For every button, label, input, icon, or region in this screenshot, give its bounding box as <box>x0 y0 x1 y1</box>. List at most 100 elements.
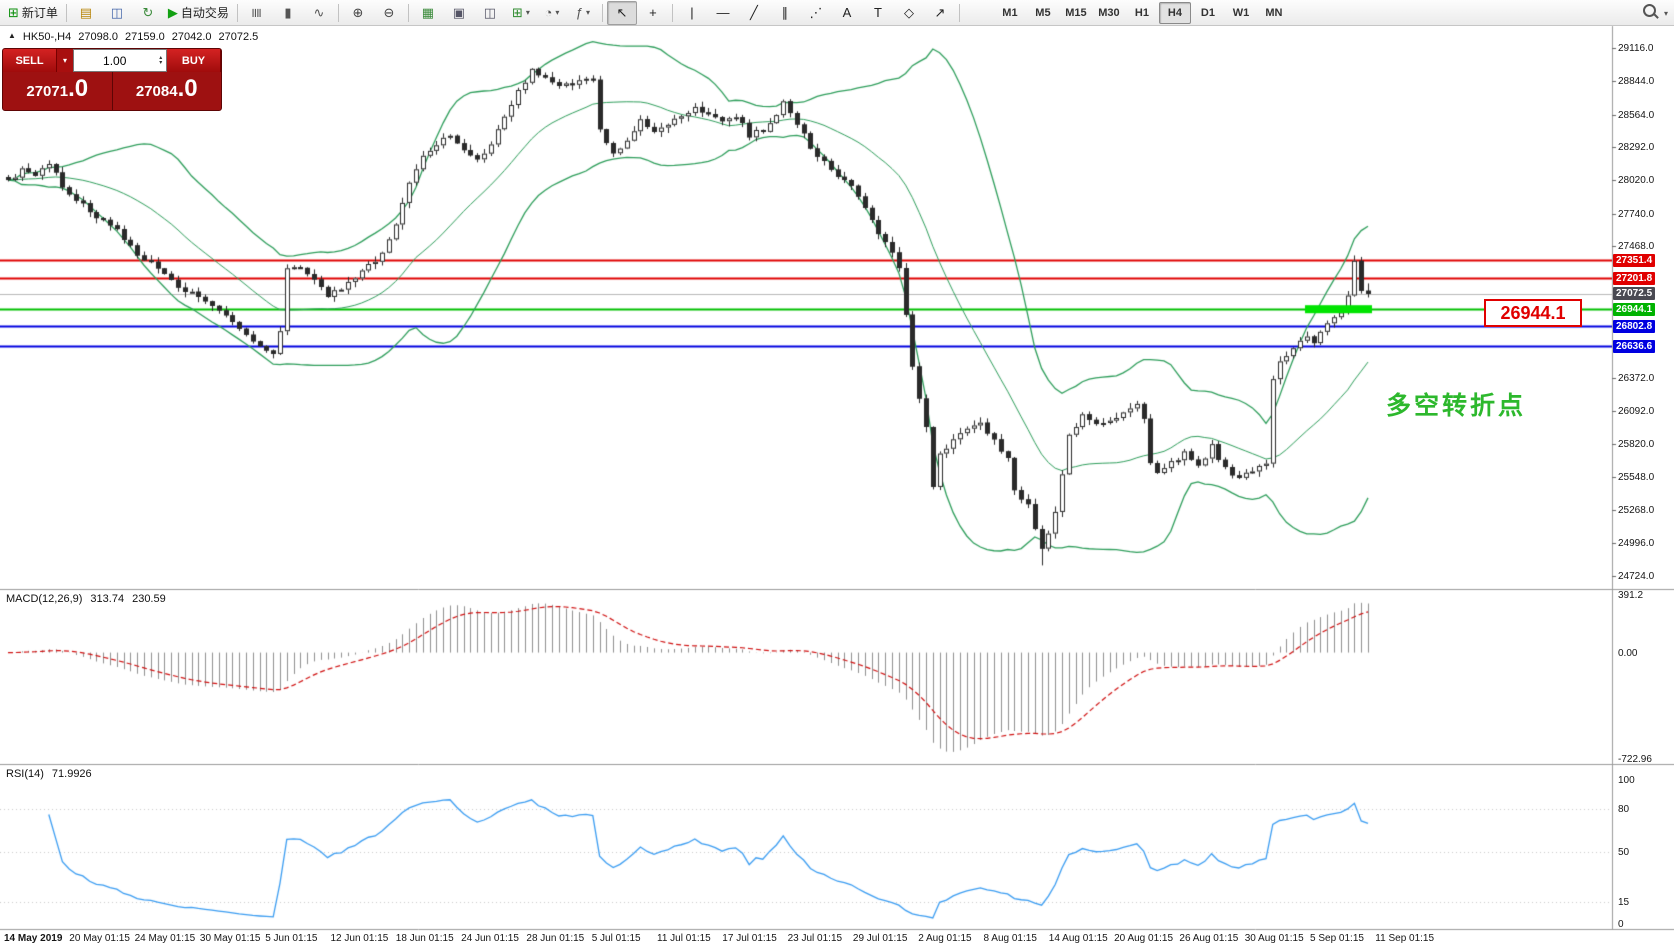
new-order-button[interactable]: ⊞ 新订单 <box>4 1 62 25</box>
time-axis-label: 11 Jul 01:15 <box>657 933 711 944</box>
tile-windows-icon: ◫ <box>483 4 497 20</box>
rsi-scale-label: 80 <box>1618 803 1630 815</box>
refresh-icon: ↻ <box>142 4 154 20</box>
buy-button[interactable]: BUY <box>167 49 221 72</box>
refresh-button[interactable]: ↻ <box>133 1 163 25</box>
volume-field: ▴ ▾ <box>73 49 167 72</box>
time-axis-label: 5 Jul 01:15 <box>591 933 641 944</box>
text-button[interactable]: A <box>832 1 862 25</box>
toolbar-overflow-button[interactable]: ▾ <box>1663 8 1668 18</box>
timeframe-mn[interactable]: MN <box>1265 6 1283 19</box>
channel-button[interactable]: ∥ <box>770 1 800 25</box>
macd-scale-label: 0.00 <box>1618 647 1638 659</box>
timeframe-h4[interactable]: H4 <box>1158 1 1191 24</box>
timeframe-w1[interactable]: W1 <box>1232 6 1250 19</box>
close-value: 27072.5 <box>218 31 259 43</box>
dropdown-arrow-icon: ▾ <box>525 8 530 17</box>
dropdown-arrow-icon: ▾ <box>555 8 560 17</box>
vertical-line-button[interactable]: | <box>677 1 707 25</box>
toolbar-separator <box>407 3 409 22</box>
new-order-icon: ⊞ <box>8 4 19 20</box>
price-axis-tick: 24996.0 <box>1618 538 1655 550</box>
trendline-button[interactable]: ╱ <box>739 1 769 25</box>
indicators-button[interactable]: ƒ ▾ <box>568 1 598 25</box>
new-chart-button[interactable]: ⊞ ▾ <box>506 1 536 25</box>
panel-resize-handle-macd[interactable] <box>0 587 1612 592</box>
rsi-scale-label: 100 <box>1618 775 1635 786</box>
zoom-out-icon: ⊖ <box>383 4 395 20</box>
sell-button[interactable]: SELL <box>3 49 57 72</box>
zoom-out-button[interactable]: ⊖ <box>374 1 404 25</box>
cursor-button[interactable]: ↖ <box>606 0 637 25</box>
volume-input[interactable] <box>74 53 156 68</box>
cascade-windows-icon: ▣ <box>452 4 466 20</box>
timeframe-m5[interactable]: M5 <box>1035 6 1051 19</box>
tile-windows-button[interactable]: ◫ <box>475 1 505 25</box>
zoom-in-button[interactable]: ⊕ <box>343 1 373 25</box>
price-axis-tick: 27740.0 <box>1618 208 1655 220</box>
data-window-button[interactable]: ▤ <box>71 1 101 25</box>
toolbar-separator <box>236 3 238 22</box>
timeframe-h1[interactable]: H1 <box>1134 6 1149 19</box>
grid-button[interactable]: ▦ <box>413 1 443 25</box>
bar-chart-button[interactable]: ≣ <box>242 1 272 25</box>
sell-price[interactable]: 27071.0 <box>3 72 112 110</box>
time-axis-label: 14 Aug 01:15 <box>1048 933 1108 944</box>
toolbar-separator <box>601 3 603 22</box>
order-type-dropdown[interactable]: ▾ <box>57 49 74 72</box>
timeframe-m30[interactable]: M30 <box>1098 6 1120 19</box>
macd-main-value: 313.74 <box>90 593 125 605</box>
buy-price[interactable]: 27084.0 <box>112 72 221 110</box>
macd-signal-value: 230.59 <box>132 593 166 605</box>
time-axis-label: 23 Jul 01:15 <box>787 933 843 944</box>
time-axis-label: 5 Sep 01:15 <box>1310 933 1364 944</box>
rsi-scale-label: 0 <box>1618 919 1624 930</box>
time-axis-label: 8 Aug 01:15 <box>983 933 1037 944</box>
volume-up-icon[interactable]: ▴ <box>159 54 163 61</box>
price-axis-tick: 27468.0 <box>1618 241 1655 253</box>
time-axis-label: 26 Aug 01:15 <box>1179 933 1239 944</box>
shapes-button[interactable]: ◇ <box>894 1 924 25</box>
search-button[interactable] <box>1642 4 1656 22</box>
candlestick-chart-button[interactable]: ▮ <box>273 1 303 25</box>
price-axis-tick: 26092.0 <box>1618 406 1655 418</box>
new-order-label: 新订单 <box>21 6 58 20</box>
low-value: 27042.0 <box>171 31 212 43</box>
timeframe-m1[interactable]: M1 <box>1002 6 1018 19</box>
arrow-tool-button[interactable]: ↗ <box>925 1 955 25</box>
label-button[interactable]: T <box>863 1 893 25</box>
fibonacci-icon: ⋰ <box>809 4 823 20</box>
turning-point-annotation: 多空转折点 <box>1386 392 1527 420</box>
navigator-button[interactable]: ◫ <box>102 1 132 25</box>
toolbar-separator <box>65 3 67 22</box>
price-axis-tick: 26372.0 <box>1618 372 1655 384</box>
volume-down-icon[interactable]: ▾ <box>159 59 163 66</box>
text-icon: A <box>842 5 852 20</box>
fibonacci-button[interactable]: ⋰ <box>801 1 831 25</box>
toolbar-right-group: ▾ <box>1642 2 1668 24</box>
symbol-triangle-icon: ▲ <box>8 31 16 40</box>
price-tag: 26636.6 <box>1613 339 1656 353</box>
autotrading-button[interactable]: ▶ 自动交易 <box>164 1 233 25</box>
horizontal-line-icon: ― <box>716 5 730 20</box>
cascade-windows-button[interactable]: ▣ <box>444 1 474 25</box>
open-value: 27098.0 <box>78 31 118 43</box>
timeframe-d1[interactable]: D1 <box>1200 6 1215 19</box>
periods-icon: ◔ <box>544 5 553 20</box>
arrow-tool-icon: ↗ <box>934 4 946 20</box>
price-level-callout[interactable]: 26944.1 <box>1484 299 1582 327</box>
horizontal-line-button[interactable]: ― <box>708 1 738 25</box>
crosshair-button[interactable]: + <box>638 1 668 25</box>
price-tag: 27201.8 <box>1613 271 1656 285</box>
panel-resize-handle-rsi[interactable] <box>0 762 1612 767</box>
price-axis-tick: 28292.0 <box>1618 142 1655 154</box>
dropdown-arrow-icon: ▾ <box>586 8 591 17</box>
price-axis-tick: 28564.0 <box>1618 109 1655 121</box>
price-tag: 26944.1 <box>1613 302 1656 316</box>
periods-button[interactable]: ◔ ▾ <box>537 1 567 25</box>
timeframe-m15[interactable]: M15 <box>1065 6 1087 19</box>
label-icon: T <box>873 5 882 20</box>
price-axis-tick: 28020.0 <box>1618 175 1655 187</box>
line-chart-button[interactable]: ∿ <box>304 1 334 25</box>
